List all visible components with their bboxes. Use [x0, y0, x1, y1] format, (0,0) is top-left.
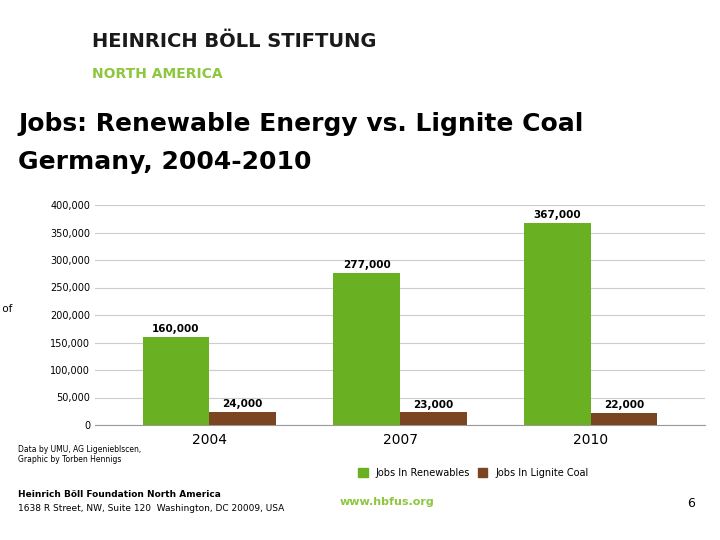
Text: 24,000: 24,000 — [222, 399, 263, 409]
Text: HEINRICH BÖLL STIFTUNG: HEINRICH BÖLL STIFTUNG — [92, 32, 377, 51]
Text: 160,000: 160,000 — [152, 324, 199, 334]
Text: Heinrich Böll Foundation North America: Heinrich Böll Foundation North America — [18, 490, 221, 499]
Text: 6: 6 — [687, 497, 695, 510]
Text: www.hbfus.org: www.hbfus.org — [340, 497, 435, 507]
Legend: Jobs In Renewables, Jobs In Lignite Coal: Jobs In Renewables, Jobs In Lignite Coal — [354, 464, 593, 482]
Bar — [400, 413, 467, 425]
Text: NORTH AMERICA: NORTH AMERICA — [92, 67, 222, 81]
Text: 277,000: 277,000 — [343, 260, 390, 270]
Text: Data by UMU, AG Ligenieblscen,
Graphic by Torben Hennigs: Data by UMU, AG Ligenieblscen, Graphic b… — [18, 445, 141, 464]
Text: Amount of
Jobs: Amount of Jobs — [0, 304, 12, 326]
Bar — [210, 412, 276, 425]
Text: Jobs: Renewable Energy vs. Lignite Coal: Jobs: Renewable Energy vs. Lignite Coal — [18, 112, 583, 136]
Bar — [333, 273, 400, 425]
Bar — [524, 223, 590, 425]
Text: Germany, 2004-2010: Germany, 2004-2010 — [18, 150, 312, 174]
Bar — [143, 337, 210, 425]
Text: 22,000: 22,000 — [604, 400, 644, 410]
Text: 23,000: 23,000 — [413, 400, 454, 410]
Text: 367,000: 367,000 — [534, 211, 581, 220]
Text: 1638 R Street, NW, Suite 120  Washington, DC 20009, USA: 1638 R Street, NW, Suite 120 Washington,… — [18, 504, 284, 513]
Bar — [590, 413, 657, 425]
